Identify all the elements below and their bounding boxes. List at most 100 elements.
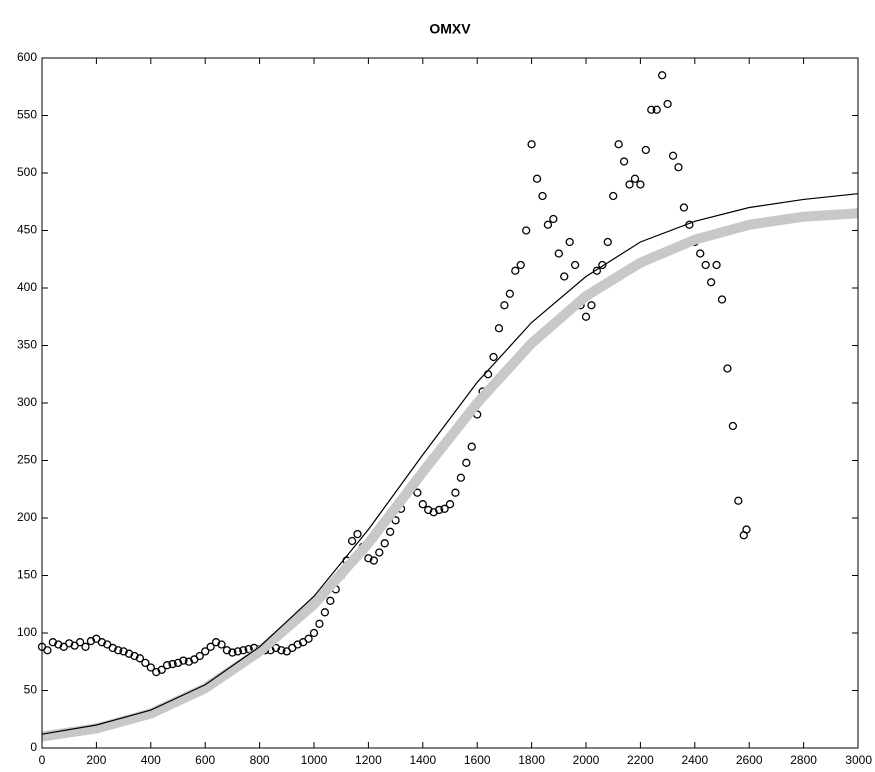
- data-point: [511, 266, 520, 275]
- data-point: [581, 312, 591, 321]
- data-point: [434, 505, 444, 515]
- data-point: [701, 260, 710, 270]
- y-tick-label: 550: [17, 108, 37, 122]
- data-point: [560, 272, 569, 281]
- x-tick-label: 800: [250, 753, 270, 767]
- x-tick-label: 1800: [518, 753, 545, 767]
- data-point: [244, 644, 253, 654]
- data-point: [146, 663, 155, 672]
- data-point: [364, 554, 373, 563]
- data-point: [603, 237, 612, 247]
- y-tick-label: 300: [17, 395, 37, 409]
- data-point: [543, 220, 553, 229]
- data-point: [467, 442, 476, 451]
- data-point: [679, 203, 689, 212]
- data-point: [135, 654, 145, 663]
- data-point: [587, 301, 596, 310]
- data-point: [179, 656, 188, 665]
- data-point: [489, 352, 498, 362]
- y-tick-label: 250: [17, 453, 37, 467]
- data-point: [641, 145, 650, 155]
- data-point: [619, 157, 629, 166]
- data-point: [723, 364, 732, 373]
- data-point: [712, 260, 721, 270]
- chart-title: OMXV: [429, 21, 471, 37]
- data-point: [114, 646, 123, 655]
- x-tick-label: 1400: [409, 753, 436, 767]
- y-tick-label: 0: [30, 740, 37, 754]
- data-point: [233, 647, 242, 656]
- x-tick-label: 3000: [845, 753, 872, 767]
- data-point: [347, 536, 357, 546]
- data-point: [375, 548, 384, 557]
- data-point: [81, 642, 90, 651]
- x-tick-label: 200: [86, 753, 106, 767]
- data-point: [43, 646, 52, 655]
- data-point: [277, 646, 286, 655]
- data-point: [636, 180, 645, 189]
- data-point: [320, 608, 330, 617]
- data-point: [195, 651, 204, 661]
- data-point: [124, 649, 134, 658]
- y-tick-label: 500: [17, 165, 37, 179]
- data-point: [386, 527, 395, 536]
- data-point: [211, 638, 221, 647]
- x-tick-label: 1200: [355, 753, 382, 767]
- y-tick-label: 600: [17, 50, 37, 64]
- data-point: [728, 421, 738, 431]
- x-tick-label: 0: [39, 753, 46, 767]
- data-point: [500, 301, 509, 310]
- data-point: [201, 647, 210, 656]
- y-tick-label: 350: [17, 338, 37, 352]
- data-point: [706, 278, 716, 287]
- data-point: [309, 628, 319, 638]
- data-point: [54, 640, 63, 649]
- data-point: [538, 191, 547, 201]
- data-point: [734, 496, 743, 505]
- data-point: [141, 658, 150, 668]
- data-point: [630, 174, 640, 183]
- data-point: [315, 619, 324, 628]
- y-tick-label: 50: [24, 683, 38, 697]
- data-point: [483, 370, 493, 379]
- data-point: [554, 249, 563, 258]
- data-point: [565, 237, 574, 247]
- x-tick-label: 2600: [736, 753, 763, 767]
- data-point: [663, 99, 672, 109]
- data-point: [168, 659, 177, 669]
- data-point: [462, 458, 471, 467]
- x-tick-label: 600: [195, 753, 215, 767]
- data-point: [222, 646, 232, 655]
- data-point: [228, 648, 237, 657]
- data-point: [65, 639, 74, 648]
- data-point: [75, 638, 85, 647]
- y-tick-label: 450: [17, 223, 37, 237]
- data-point: [451, 488, 460, 497]
- data-point: [598, 260, 607, 270]
- x-tick-label: 2000: [573, 753, 600, 767]
- data-point: [429, 508, 438, 517]
- data-point: [173, 658, 183, 668]
- data-point: [505, 289, 514, 298]
- data-point: [696, 249, 705, 258]
- data-point: [48, 638, 58, 647]
- data-point: [532, 174, 542, 183]
- data-point: [658, 71, 667, 80]
- data-point: [445, 500, 455, 509]
- data-point: [549, 214, 558, 224]
- x-tick-label: 2800: [790, 753, 817, 767]
- x-tick-label: 400: [141, 753, 161, 767]
- data-point: [592, 266, 602, 275]
- x-tick-label: 2200: [627, 753, 654, 767]
- data-point: [86, 636, 96, 646]
- data-point: [152, 667, 161, 677]
- data-point: [527, 140, 536, 149]
- data-point: [184, 657, 194, 666]
- fit-band: [41, 208, 859, 742]
- data-point: [130, 651, 139, 661]
- data-point: [119, 647, 128, 656]
- data-point: [570, 260, 580, 270]
- data-point: [380, 539, 389, 548]
- data-point: [271, 643, 281, 653]
